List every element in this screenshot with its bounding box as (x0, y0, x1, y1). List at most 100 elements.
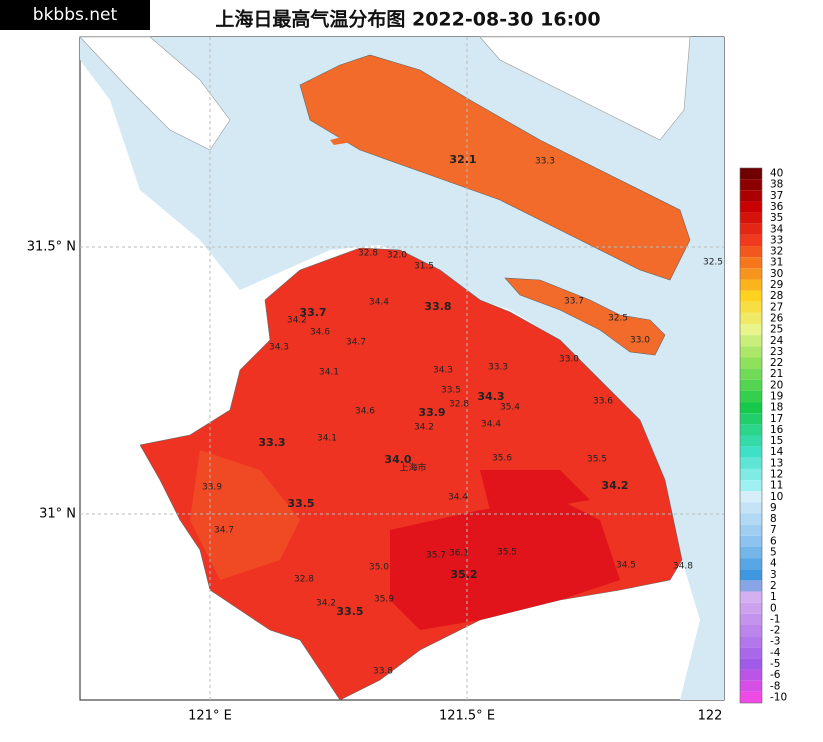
legend-swatch (740, 613, 762, 625)
legend-swatch (740, 636, 762, 648)
land-north (79, 36, 231, 151)
station-value: 32.8 (294, 575, 314, 585)
legend-label: -3 (770, 636, 780, 648)
station-value: 34.2 (287, 316, 307, 326)
legend-swatch (740, 680, 762, 692)
station-value: 34.1 (317, 434, 337, 444)
legend-swatch (740, 480, 762, 492)
legend-swatch (740, 279, 762, 291)
legend-label: -6 (770, 669, 781, 681)
station-value: 35.9 (374, 595, 394, 605)
station-value: 35.5 (497, 548, 517, 558)
legend-label: 20 (770, 379, 783, 391)
station-value: 35.0 (369, 563, 389, 573)
legend-swatch (740, 312, 762, 325)
legend-swatch (740, 346, 762, 358)
legend-label: 18 (770, 402, 783, 414)
chongming-island (299, 54, 691, 281)
legend-swatch (740, 502, 762, 514)
station-value: 33.7 (299, 306, 326, 319)
station-value: 34.4 (481, 420, 501, 430)
station-value: 34.5 (616, 561, 636, 571)
legend-label: 19 (770, 390, 783, 402)
legend-label: 8 (770, 513, 777, 525)
legend-label: 5 (770, 547, 777, 559)
legend-swatch (740, 468, 762, 481)
legend-label: -5 (770, 658, 780, 670)
legend-swatch (740, 513, 762, 525)
legend-swatch (740, 569, 762, 581)
legend-label: 35 (770, 212, 783, 224)
lat-label: 31.5° N (27, 240, 76, 255)
legend-label: 40 (770, 168, 783, 180)
warm-zone (190, 450, 300, 580)
legend-swatch (740, 580, 762, 592)
legend-swatch (740, 491, 762, 503)
legend-swatch (740, 201, 762, 213)
legend-swatch (740, 602, 762, 614)
station-value: 33.5 (441, 386, 461, 396)
legend-label: 12 (770, 469, 783, 481)
legend-swatch (740, 435, 762, 447)
legend-label: 14 (770, 446, 784, 458)
station-value: 32.5 (703, 258, 723, 268)
station-value: 33.5 (336, 605, 363, 618)
legend-swatch (740, 535, 762, 547)
lon-label: 122 (698, 709, 723, 724)
legend-swatch (740, 546, 762, 559)
lat-label: 31° N (39, 507, 76, 522)
legend-label: 34 (770, 223, 784, 235)
legend-label: 24 (770, 335, 784, 347)
legend-swatch (740, 246, 762, 258)
legend-label: 0 (770, 602, 777, 614)
land-north-east (479, 36, 691, 141)
legend-swatch (740, 524, 762, 536)
station-value: 35.6 (492, 454, 512, 464)
legend-label: 33 (770, 234, 783, 246)
changxing-island (504, 277, 666, 356)
legend-swatch (740, 357, 762, 369)
legend-label: 11 (770, 480, 783, 492)
station-value: 35.4 (500, 403, 520, 413)
station-value: 33.0 (559, 355, 579, 365)
legend-swatch (740, 324, 762, 336)
legend-swatch (740, 591, 762, 603)
legend-label: 23 (770, 346, 783, 358)
legend-swatch (740, 190, 762, 202)
station-value: 32.0 (387, 251, 407, 261)
legend-label: -8 (770, 680, 780, 692)
legend-swatch (740, 691, 762, 703)
legend-swatch (740, 390, 762, 403)
legend-swatch (740, 658, 762, 670)
station-value: 32.8 (449, 400, 469, 410)
legend-label: 15 (770, 435, 783, 447)
legend-label: 1 (770, 591, 777, 603)
station-value: 33.6 (593, 397, 613, 407)
legend-swatch (740, 223, 762, 235)
city-label: 上海市 (399, 462, 426, 474)
station-value: 34.0 (384, 453, 411, 466)
station-value: 34.3 (269, 343, 289, 353)
legend-swatch (740, 457, 762, 469)
legend-label: 29 (770, 279, 783, 291)
legend-label: 27 (770, 301, 783, 313)
legend-label: 4 (770, 558, 777, 570)
station-value: 34.2 (316, 599, 336, 609)
legend-swatch (740, 268, 762, 280)
watermark: bkbbs.net (33, 5, 118, 25)
station-value: 34.1 (319, 368, 339, 378)
legend-label: 25 (770, 324, 783, 336)
station-value: 33.8 (424, 300, 451, 313)
title: 上海日最高气温分布图 2022-08-30 16:00 (215, 8, 600, 31)
legend-label: 32 (770, 246, 783, 258)
legend-label: 31 (770, 257, 783, 269)
hot-zone-2 (480, 470, 590, 510)
legend-label: 36 (770, 201, 784, 213)
station-value: 34.6 (355, 407, 375, 417)
legend-swatch (740, 402, 762, 414)
legend-label: -4 (770, 647, 781, 659)
legend-swatch (740, 290, 762, 302)
legend-swatch (740, 624, 762, 637)
station-value: 34.6 (310, 328, 330, 338)
